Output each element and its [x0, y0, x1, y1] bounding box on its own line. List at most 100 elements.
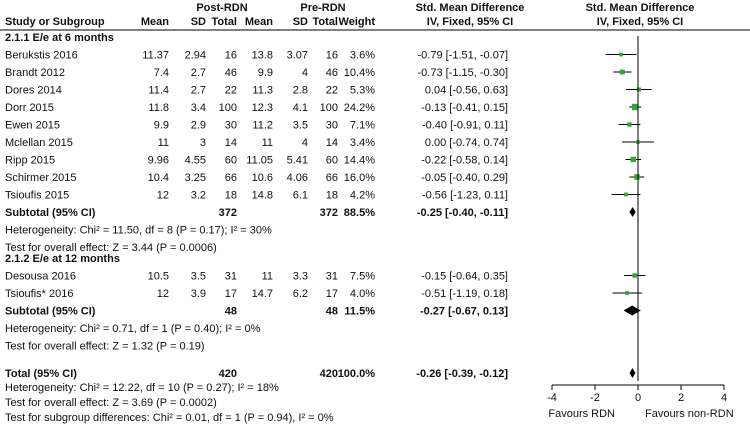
cell-weight: 5.3%	[350, 85, 375, 97]
x-axis: -4 -2 0 2 4 Favours RDN Favours non-RDN	[547, 384, 734, 420]
stat-note: Heterogeneity: Chi² = 0.71, df = 1 (P = …	[5, 323, 261, 335]
cell-post-mean: 11.4	[148, 85, 169, 97]
header-effect-method-plot: IV, Fixed, 95% CI	[597, 16, 683, 28]
cell-effect-ci: -0.40 [-0.91, 0.11]	[422, 120, 508, 132]
axis-tick-label: 4	[721, 392, 727, 404]
cell-pre-total: 18	[326, 190, 338, 202]
cell-post-total: 14	[225, 137, 237, 149]
study-name: Desousa 2016	[5, 271, 76, 283]
study-name: Tsioufis 2015	[5, 190, 69, 202]
header-effect-method: IV, Fixed, 95% CI	[427, 16, 513, 28]
cell-weight: 16.0%	[344, 172, 375, 184]
header-sd-post: SD	[191, 16, 206, 28]
cell-pre-sd: 4	[302, 67, 308, 79]
forest-panel	[605, 36, 654, 381]
cell-post-total: 30	[225, 120, 237, 132]
cell-pre-mean: 11	[262, 271, 273, 283]
cell-pre-mean: 11.2	[252, 120, 273, 132]
cell-pre-sd: 4	[302, 137, 308, 149]
subgroup-title: 2.1.1 E/e at 6 months	[5, 32, 114, 44]
cell-effect-ci: -0.51 [-1.19, 0.18]	[421, 288, 508, 300]
cell-post-sd: 3.5	[191, 271, 206, 283]
point-estimate-marker	[627, 122, 632, 127]
point-estimate-marker	[631, 103, 639, 111]
cell-pre-total: 372	[320, 207, 338, 219]
axis-tick-label: -4	[547, 392, 557, 404]
cell-post-mean: 10.4	[148, 172, 169, 184]
cell-effect-ci: -0.05 [-0.40, 0.29]	[421, 172, 508, 184]
cell-weight: 11.5%	[344, 306, 375, 318]
cell-pre-mean: 11.05	[246, 155, 273, 167]
cell-weight: 7.5%	[350, 271, 375, 283]
study-name: Brandt 2012	[5, 67, 65, 79]
cell-pre-sd: 3.3	[293, 271, 308, 283]
header-group-pre: Pre-RDN	[300, 2, 345, 14]
cell-post-sd: 3.4	[191, 102, 206, 114]
header-group-post: Post-RDN	[196, 2, 247, 14]
cell-pre-sd: 5.41	[287, 155, 308, 167]
cell-post-mean: 10.5	[148, 271, 169, 283]
header-total-post: Total	[212, 16, 237, 28]
cell-post-sd: 3.9	[191, 288, 206, 300]
cell-effect-ci: 0.04 [-0.56, 0.63]	[425, 85, 508, 97]
cell-effect-ci: 0.00 [-0.74, 0.74]	[425, 137, 508, 149]
cell-weight: 7.1%	[350, 120, 375, 132]
cell-pre-mean: 11.3	[252, 85, 273, 97]
cell-pre-total: 66	[326, 172, 338, 184]
table-header: Post-RDN Pre-RDN Std. Mean Difference Std. …	[0, 2, 750, 31]
header-sd-pre: SD	[293, 16, 308, 28]
cell-pre-sd: 3.07	[287, 50, 308, 62]
cell-effect-ci: -0.26 [-0.39, -0.12]	[416, 368, 508, 380]
cell-weight: 4.0%	[350, 288, 375, 300]
cell-weight: 3.6%	[350, 50, 375, 62]
cell-pre-total: 46	[326, 67, 338, 79]
cell-post-mean: 12	[157, 288, 169, 300]
cell-post-mean: 12	[157, 190, 169, 202]
cell-pre-mean: 10.6	[252, 172, 273, 184]
cell-effect-ci: -0.22 [-0.58, 0.14]	[421, 155, 508, 167]
cell-post-mean: 11.37	[142, 50, 169, 62]
cell-post-sd: 2.94	[185, 50, 206, 62]
cell-weight: 24.2%	[344, 102, 375, 114]
point-estimate-marker	[634, 174, 640, 180]
cell-post-total: 31	[225, 271, 237, 283]
subtotal-diamond	[623, 305, 641, 316]
cell-effect-ci: -0.15 [-0.64, 0.35]	[421, 271, 508, 283]
cell-weight: 100.0%	[338, 368, 376, 380]
cell-post-total: 22	[225, 85, 237, 97]
cell-post-total: 100	[219, 102, 237, 114]
cell-pre-total: 22	[326, 85, 338, 97]
cell-effect-ci: -0.79 [-1.51, -0.07]	[418, 50, 509, 62]
header-mean-pre: Mean	[245, 16, 273, 28]
point-estimate-marker	[619, 52, 623, 57]
cell-post-mean: 9.96	[148, 155, 169, 167]
cell-weight: 3.4%	[350, 137, 375, 149]
study-name: Berukstis 2016	[5, 50, 78, 62]
axis-tick-label: 0	[635, 392, 641, 404]
point-estimate-marker	[624, 192, 628, 197]
cell-pre-total: 420	[320, 368, 338, 380]
cell-post-sd: 2.7	[191, 85, 206, 97]
favours-left-label: Favours RDN	[548, 408, 615, 420]
cell-post-mean: 7.4	[154, 67, 169, 79]
header-effect-title: Std. Mean Difference	[416, 2, 525, 14]
cell-pre-mean: 14.7	[252, 288, 273, 300]
cell-effect-ci: -0.56 [-1.23, 0.11]	[422, 190, 508, 202]
cell-post-sd: 3.2	[191, 190, 206, 202]
cell-effect-ci: -0.73 [-1.15, -0.30]	[418, 67, 509, 79]
subtotal-label: Subtotal (95% CI)	[5, 306, 96, 318]
cell-pre-mean: 9.9	[258, 67, 273, 79]
cell-weight: 4.2%	[350, 190, 375, 202]
cell-weight: 14.4%	[344, 155, 375, 167]
header-mean-post: Mean	[141, 16, 169, 28]
header-study: Study or Subgroup	[5, 16, 105, 28]
cell-post-sd: 3	[200, 137, 206, 149]
cell-post-total: 420	[219, 368, 237, 380]
cell-post-total: 372	[219, 207, 237, 219]
point-estimate-marker	[632, 273, 638, 278]
cell-pre-sd: 2.8	[293, 85, 308, 97]
stat-note: Test for overall effect: Z = 3.44 (P = 0…	[5, 242, 217, 254]
cell-effect-ci: -0.25 [-0.40, -0.11]	[417, 207, 508, 219]
axis-tick-label: -2	[590, 392, 600, 404]
